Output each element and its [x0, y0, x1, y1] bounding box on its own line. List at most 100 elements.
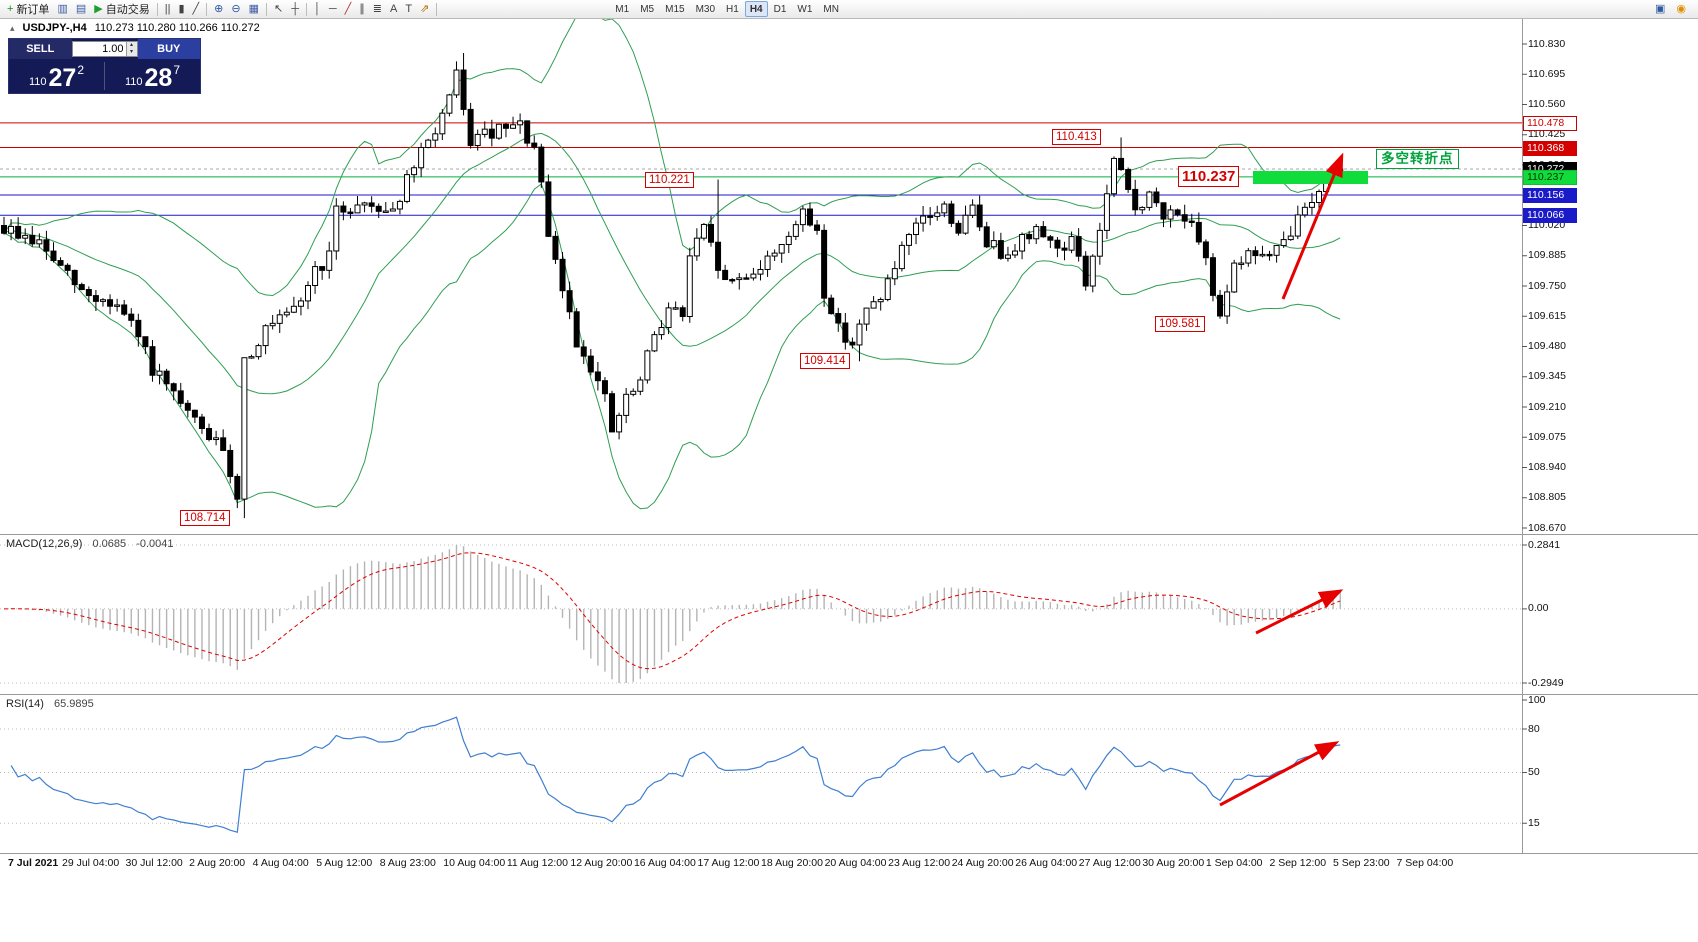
candle-body [432, 133, 439, 141]
price-flag-110221[interactable]: 110.221 [645, 172, 694, 189]
zoom-out-icon: ⊖ [231, 2, 241, 15]
candle-body [290, 305, 297, 313]
timeframe-button-h1[interactable]: H1 [726, 4, 739, 15]
highlight-zone-rect[interactable] [1253, 171, 1368, 184]
candle-body [842, 322, 849, 343]
text-button[interactable]: A [386, 1, 401, 18]
price-scale-label: 109.750 [1528, 279, 1566, 292]
timeframe-button-w1[interactable]: W1 [797, 4, 813, 15]
candle-body [191, 409, 198, 418]
candle-body [1146, 191, 1153, 208]
candle-body [283, 311, 290, 316]
price-flag-110413[interactable]: 110.413 [1052, 129, 1101, 146]
candle-body [163, 370, 170, 385]
bollinger-lower-band [3, 183, 1341, 510]
timeframe-button-m5[interactable]: M5 [640, 4, 655, 15]
time-axis-label: 11 Aug 12:00 [506, 857, 568, 869]
candle-body [849, 341, 856, 346]
timeframe-button-h4[interactable]: H4 [744, 1, 768, 17]
label-button[interactable]: T [401, 1, 416, 18]
buy-button[interactable]: BUY [137, 39, 200, 59]
new-order-button[interactable]: + 新订单 [3, 1, 53, 18]
zoom-out-button[interactable]: ⊖ [227, 1, 244, 18]
candle-body [693, 237, 700, 257]
volume-decrease-button[interactable]: ▾ [129, 49, 133, 55]
arrows-button[interactable]: ⇗ [416, 1, 433, 18]
volume-increase-button[interactable]: ▴ [129, 42, 133, 48]
candle-body [1259, 253, 1266, 257]
crosshair-button[interactable]: ┼ [287, 1, 303, 18]
candle-body [446, 94, 453, 114]
profiles-icon: ▤ [75, 2, 87, 15]
sell-price-button[interactable]: 110 27 2 [9, 59, 104, 93]
buy-price-prefix: 110 [124, 76, 143, 88]
timeframe-button-d1[interactable]: D1 [773, 4, 787, 15]
new-order-button-label: 新订单 [16, 4, 50, 16]
trend-arrow-3[interactable] [1219, 741, 1340, 807]
time-axis-label: 2 Aug 20:00 [189, 857, 246, 869]
line-chart-button[interactable]: ╱ [189, 1, 204, 18]
price-flag-110237[interactable]: 110.237 [1178, 165, 1240, 187]
sell-price-big: 27 [48, 64, 77, 92]
trendline-button[interactable]: ╱ [341, 1, 356, 18]
candle-body [198, 416, 205, 430]
candle-body [156, 370, 163, 376]
trend-arrow-1[interactable] [1281, 152, 1344, 300]
profiles-button[interactable]: ▤ [72, 1, 90, 18]
price-scale-label: 109.480 [1528, 340, 1566, 352]
candle-body [983, 226, 990, 248]
candle-body [121, 304, 128, 315]
fibonacci-button[interactable]: ≣ [369, 1, 386, 18]
tile-windows-icon: ▦ [248, 2, 259, 15]
candle-body [771, 252, 778, 257]
alerts-button[interactable]: ◉ [1672, 1, 1690, 18]
timeframe-button-mn[interactable]: MN [823, 4, 839, 15]
candle-body [1139, 206, 1146, 211]
trend-arrow-2[interactable] [1255, 589, 1344, 635]
turning-point-note[interactable]: 多空转折点 [1376, 149, 1459, 169]
price-tag-110478: 110.478 [1523, 115, 1577, 131]
label-icon: T [405, 2, 413, 15]
candle-body [736, 277, 743, 281]
zoom-in-button[interactable]: ⊕ [210, 1, 227, 18]
chart-shift-button[interactable]: ▣ [1651, 1, 1669, 18]
volume-value[interactable]: 1.00 [102, 43, 124, 55]
candle-body [361, 202, 368, 206]
candle-body [573, 311, 580, 348]
candle-body [785, 235, 792, 245]
bar-chart-button[interactable]: || [161, 1, 175, 18]
horizontal-line-button[interactable]: ─ [325, 1, 341, 18]
timeframe-button-m15[interactable]: M15 [665, 4, 685, 15]
window-icon: ▣ [1654, 2, 1666, 15]
rsi-scale-label: 15 [1528, 816, 1540, 829]
candle-body [1209, 257, 1216, 296]
candle-body [1308, 202, 1315, 208]
price-flag-109581[interactable]: 109.581 [1155, 315, 1205, 332]
buy-price-sup: 7 [173, 63, 181, 77]
bollinger-upper-band [3, 8, 1341, 297]
candle-body [177, 390, 184, 404]
tile-windows-button[interactable]: ▦ [245, 1, 263, 18]
time-axis-label: 24 Aug 20:00 [951, 857, 1014, 869]
channel-button[interactable]: ∥ [355, 1, 369, 18]
candle-body [305, 285, 312, 302]
time-axis[interactable]: 7 Jul 2021 29 Jul 04:00 30 Jul 12:00 2 Aug … [0, 854, 1522, 870]
sell-button[interactable]: SELL [9, 39, 72, 59]
volume-input[interactable]: 1.00 ▴ ▾ [71, 41, 138, 57]
candlestick-chart-button[interactable]: ▮ [174, 1, 188, 18]
chart-windows-button[interactable]: ▥ [53, 1, 71, 18]
price-flag-108714[interactable]: 108.714 [180, 510, 230, 527]
buy-price-button[interactable]: 110 28 7 [105, 59, 200, 93]
vertical-line-button[interactable]: │ [310, 1, 325, 18]
timeframe-button-m30[interactable]: M30 [695, 4, 716, 15]
candle-body [213, 437, 220, 441]
candle-body [1026, 233, 1033, 240]
candle-body [142, 336, 149, 348]
cursor-button[interactable]: ↖ [270, 1, 287, 18]
time-axis-label: 7 Jul 2021 [8, 857, 59, 869]
timeframe-button-m1[interactable]: M1 [615, 4, 630, 15]
price-flag-109414[interactable]: 109.414 [800, 353, 850, 370]
new-order-icon: + [7, 2, 14, 15]
autotrading-button[interactable]: ▶ 自动交易 [90, 1, 153, 18]
